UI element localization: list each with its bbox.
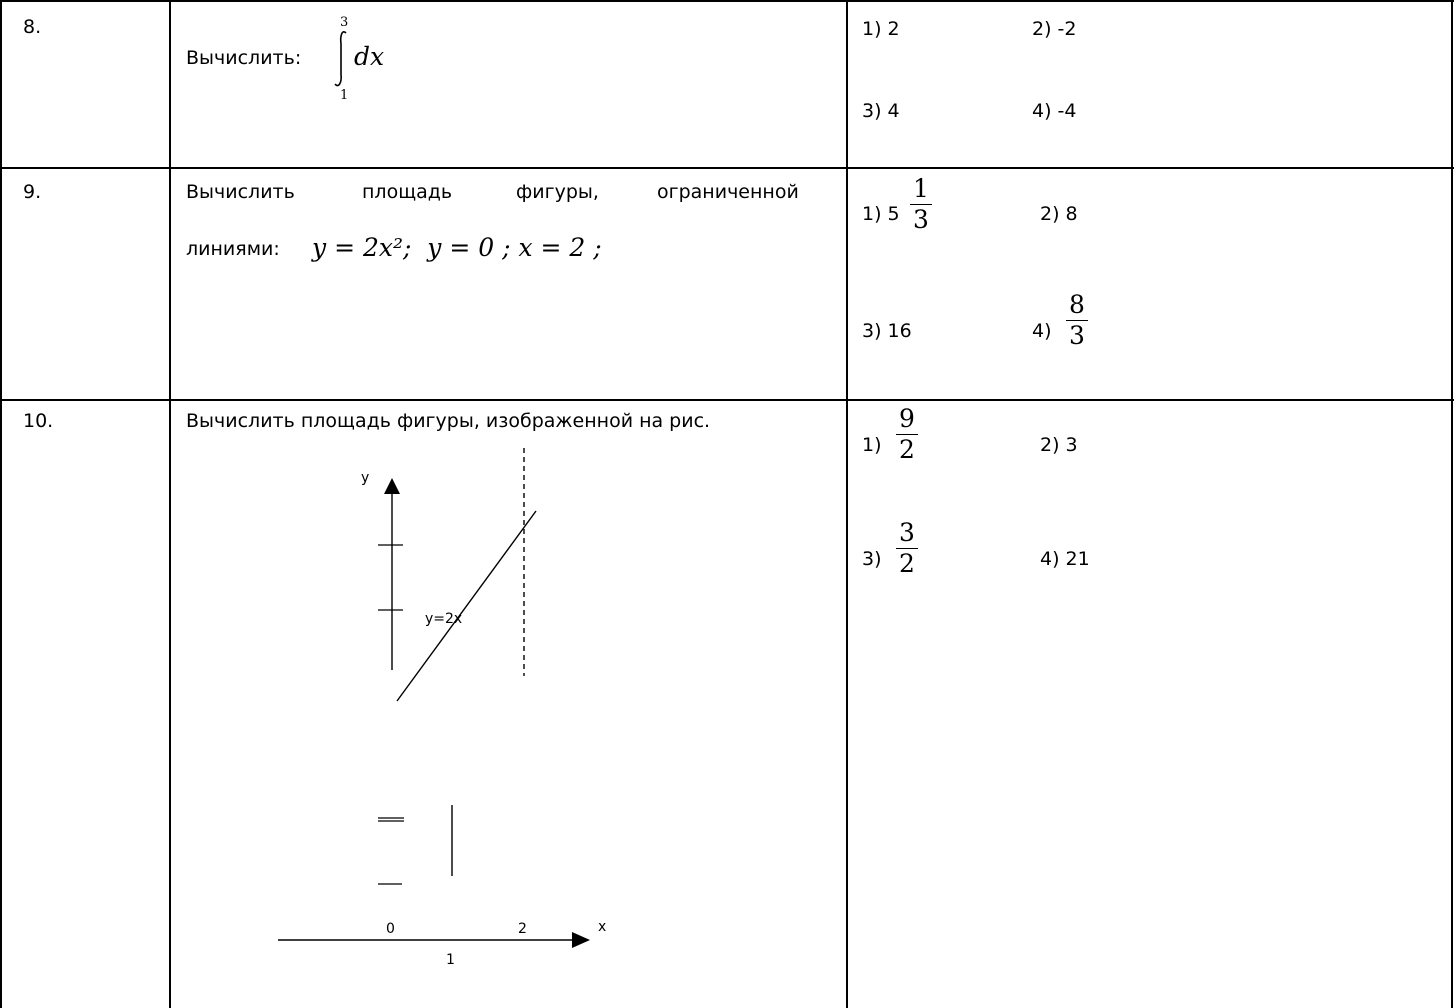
row-8-answer-1: 1) 2 xyxy=(862,18,900,40)
table-border-left xyxy=(0,0,2,1008)
row-9-answer-4-label: 4) xyxy=(1032,320,1052,342)
column-divider-1 xyxy=(169,0,171,1008)
row-10-answer-1-fraction: 9 2 xyxy=(896,406,918,463)
row-8-number: 8. xyxy=(23,16,42,38)
integral-sign-icon xyxy=(334,31,347,87)
fraction-numerator: 8 xyxy=(1069,290,1085,319)
row-divider-1 xyxy=(0,167,1454,169)
fraction-denominator: 3 xyxy=(913,205,929,234)
row-9-answer-3: 3) 16 xyxy=(862,320,912,342)
fraction-denominator: 3 xyxy=(1069,321,1085,350)
row-9-word-4: ограниченной xyxy=(657,181,799,203)
row-10-answer-3-label: 3) xyxy=(862,548,882,570)
row-10-answer-4: 4) 21 xyxy=(1040,548,1090,570)
row-8-question: Вычислить: xyxy=(186,47,302,69)
integral-upper-limit: 3 xyxy=(340,15,349,30)
row-8-answer-4: 4) -4 xyxy=(1032,100,1077,122)
x-tick-2: 2 xyxy=(518,921,527,937)
row-10-answer-3-fraction: 3 2 xyxy=(896,520,918,577)
row-8-answer-3: 3) 4 xyxy=(862,100,900,122)
column-divider-2 xyxy=(846,0,848,1008)
x-axis-label: x xyxy=(598,919,606,935)
row-8-answer-2: 2) -2 xyxy=(1032,18,1077,40)
x-tick-0: 0 xyxy=(386,921,395,937)
x-tick-1: 1 xyxy=(446,952,455,968)
row-divider-2 xyxy=(0,399,1454,401)
row-9-word-1: Вычислить xyxy=(186,181,295,203)
line-y-2x xyxy=(396,510,537,702)
fraction-numerator: 1 xyxy=(913,174,929,203)
integral-integrand: dx xyxy=(354,42,385,71)
x-axis-arrow-icon xyxy=(572,932,590,948)
row-9-word-3: фигуры, xyxy=(516,181,599,203)
row-10-answer-1-label: 1) xyxy=(862,434,882,456)
row-9-answer-4-fraction: 8 3 xyxy=(1066,292,1088,349)
table-border-top xyxy=(0,0,1454,2)
integral-lower-limit: 1 xyxy=(340,88,349,103)
row-10-answer-2: 2) 3 xyxy=(1040,434,1078,456)
row-10-question: Вычислить площадь фигуры, изображенной н… xyxy=(186,410,711,432)
line-label: y=2x xyxy=(425,611,462,627)
fraction-numerator: 3 xyxy=(899,518,915,547)
row-10-number: 10. xyxy=(23,410,54,432)
y-axis-arrow-icon xyxy=(384,478,400,494)
row-9-number: 9. xyxy=(23,181,42,203)
table-border-right xyxy=(1451,0,1453,1008)
fraction-denominator: 2 xyxy=(899,549,915,578)
fraction-numerator: 9 xyxy=(899,404,915,433)
y-axis-label: y xyxy=(361,470,369,486)
row-9-word-2: площадь xyxy=(362,181,453,203)
row-9-answer-1-label: 1) 5 xyxy=(862,203,900,225)
fraction-denominator: 2 xyxy=(899,435,915,464)
row-10-figure: y y=2x x 0 2 1 xyxy=(278,448,606,968)
row-9-answer-2: 2) 8 xyxy=(1040,203,1078,225)
row-9-equations: y = 2x²; y = 0 ; x = 2 ; xyxy=(312,233,602,262)
row-9-answer-1-fraction: 1 3 xyxy=(910,176,932,233)
row-9-question-line-2: линиями: xyxy=(186,238,280,260)
